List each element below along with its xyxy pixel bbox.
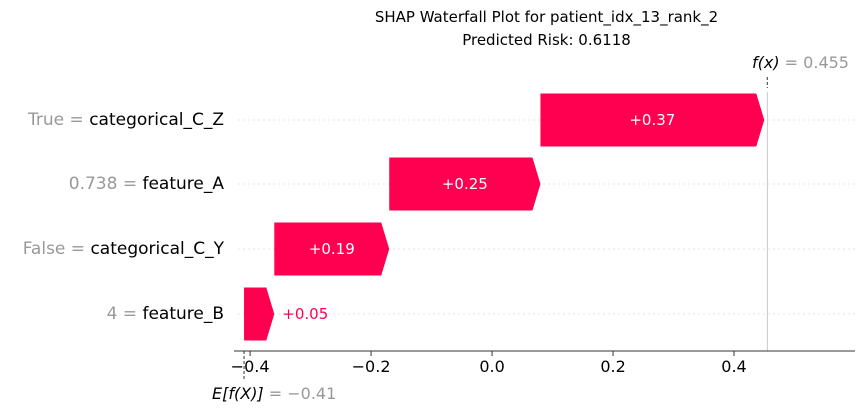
feature-value: True = <box>27 110 89 130</box>
fx-value: = 0.455 <box>780 53 849 72</box>
shap-bar-categorical_C_Y <box>274 222 390 276</box>
feature-value: 0.738 = <box>69 174 143 194</box>
shap-value-label: +0.25 <box>442 175 488 193</box>
chart-title: SHAP Waterfall Plot for patient_idx_13_r… <box>374 8 719 26</box>
shap-value-label: +0.37 <box>629 111 675 129</box>
ex-value: = −0.41 <box>264 384 337 403</box>
x-tick-label: 0.4 <box>721 357 746 376</box>
feature-label: False = categorical_C_Y <box>23 239 225 259</box>
feature-name: feature_A <box>142 174 224 194</box>
shap-bar-feature_A <box>389 157 541 211</box>
feature-value: 4 = <box>107 304 143 324</box>
feature-name: categorical_C_Z <box>89 110 224 130</box>
x-tick-label: 0.2 <box>600 357 625 376</box>
feature-label: 4 = feature_B <box>107 304 224 324</box>
x-tick-label: −0.4 <box>231 357 270 376</box>
feature-value: False = <box>23 239 91 259</box>
feature-name: feature_B <box>142 304 224 324</box>
fx-label: f(x) <box>752 53 780 72</box>
shap-bar-feature_B <box>244 287 275 341</box>
feature-label: True = categorical_C_Z <box>27 110 224 130</box>
shap-bar-categorical_C_Z <box>540 93 765 147</box>
fx-annotation: f(x) = 0.455 <box>752 53 849 72</box>
ex-annotation: E[f(X)] = −0.41 <box>212 384 336 403</box>
feature-name: categorical_C_Y <box>90 239 224 259</box>
shap-value-label: +0.19 <box>309 240 355 258</box>
x-tick-label: −0.2 <box>352 357 391 376</box>
feature-label: 0.738 = feature_A <box>69 174 225 194</box>
x-tick-label: 0.0 <box>479 357 504 376</box>
ex-label: E[f(X)] <box>212 384 264 403</box>
chart-subtitle: Predicted Risk: 0.6118 <box>462 31 631 49</box>
shap-value-label: +0.05 <box>282 305 328 323</box>
